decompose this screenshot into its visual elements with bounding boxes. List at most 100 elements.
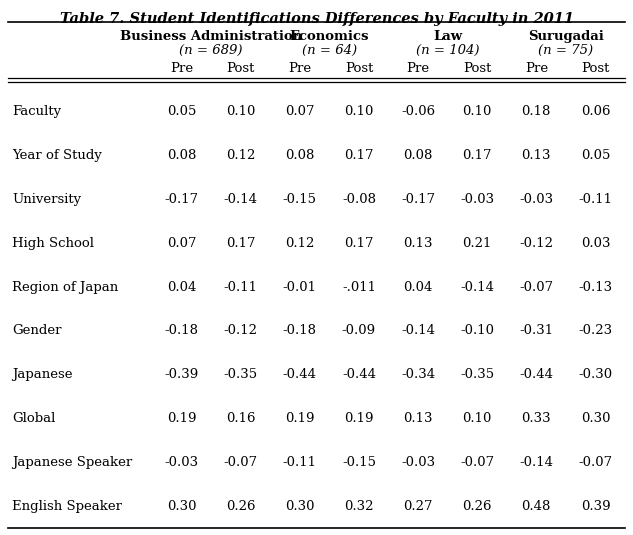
Text: -0.03: -0.03 [519, 193, 553, 206]
Text: Post: Post [463, 62, 491, 75]
Text: 0.04: 0.04 [167, 280, 196, 294]
Text: -0.35: -0.35 [223, 368, 258, 381]
Text: -0.07: -0.07 [579, 456, 613, 469]
Text: 0.04: 0.04 [403, 280, 433, 294]
Text: -0.14: -0.14 [223, 193, 258, 206]
Text: 0.16: 0.16 [226, 412, 256, 425]
Text: -0.44: -0.44 [519, 368, 553, 381]
Text: -0.11: -0.11 [223, 280, 258, 294]
Text: -0.01: -0.01 [283, 280, 316, 294]
Text: -0.17: -0.17 [401, 193, 435, 206]
Text: Pre: Pre [288, 62, 311, 75]
Text: 0.10: 0.10 [226, 105, 255, 118]
Text: Year of Study: Year of Study [12, 149, 102, 162]
Text: Global: Global [12, 412, 55, 425]
Text: -0.12: -0.12 [223, 324, 258, 338]
Text: 0.19: 0.19 [344, 412, 373, 425]
Text: 0.10: 0.10 [344, 105, 373, 118]
Text: (n = 689): (n = 689) [179, 44, 243, 57]
Text: -0.12: -0.12 [519, 237, 553, 250]
Text: 0.30: 0.30 [167, 500, 196, 513]
Text: -0.44: -0.44 [283, 368, 316, 381]
Text: -0.15: -0.15 [342, 456, 376, 469]
Text: Table 7. Student Identifications Differences by Faculty in 2011: Table 7. Student Identifications Differe… [60, 12, 573, 26]
Text: -0.44: -0.44 [342, 368, 376, 381]
Text: 0.08: 0.08 [167, 149, 196, 162]
Text: Surugadai: Surugadai [528, 30, 604, 43]
Text: Post: Post [345, 62, 373, 75]
Text: 0.39: 0.39 [580, 500, 610, 513]
Text: Pre: Pre [525, 62, 548, 75]
Text: Japanese: Japanese [12, 368, 73, 381]
Text: 0.30: 0.30 [285, 500, 315, 513]
Text: 0.26: 0.26 [226, 500, 256, 513]
Text: 0.17: 0.17 [344, 237, 373, 250]
Text: Pre: Pre [170, 62, 193, 75]
Text: -0.03: -0.03 [460, 193, 494, 206]
Text: -0.14: -0.14 [519, 456, 553, 469]
Text: Economics: Economics [290, 30, 369, 43]
Text: -0.14: -0.14 [460, 280, 494, 294]
Text: -0.30: -0.30 [579, 368, 613, 381]
Text: 0.13: 0.13 [522, 149, 551, 162]
Text: -0.03: -0.03 [401, 456, 435, 469]
Text: (n = 75): (n = 75) [538, 44, 594, 57]
Text: 0.17: 0.17 [226, 237, 256, 250]
Text: High School: High School [12, 237, 94, 250]
Text: 0.05: 0.05 [580, 149, 610, 162]
Text: -0.09: -0.09 [342, 324, 376, 338]
Text: -0.06: -0.06 [401, 105, 435, 118]
Text: -0.18: -0.18 [165, 324, 199, 338]
Text: Post: Post [581, 62, 610, 75]
Text: 0.07: 0.07 [285, 105, 315, 118]
Text: -0.31: -0.31 [519, 324, 553, 338]
Text: 0.10: 0.10 [463, 412, 492, 425]
Text: -0.35: -0.35 [460, 368, 494, 381]
Text: English Speaker: English Speaker [12, 500, 122, 513]
Text: -0.07: -0.07 [519, 280, 553, 294]
Text: Faculty: Faculty [12, 105, 61, 118]
Text: 0.13: 0.13 [403, 237, 433, 250]
Text: 0.18: 0.18 [522, 105, 551, 118]
Text: 0.19: 0.19 [167, 412, 196, 425]
Text: 0.30: 0.30 [580, 412, 610, 425]
Text: 0.32: 0.32 [344, 500, 373, 513]
Text: Post: Post [227, 62, 255, 75]
Text: 0.05: 0.05 [167, 105, 196, 118]
Text: 0.08: 0.08 [285, 149, 315, 162]
Text: -0.13: -0.13 [579, 280, 613, 294]
Text: Business Administration: Business Administration [120, 30, 302, 43]
Text: 0.07: 0.07 [167, 237, 196, 250]
Text: -0.11: -0.11 [579, 193, 613, 206]
Text: -0.17: -0.17 [165, 193, 199, 206]
Text: -0.08: -0.08 [342, 193, 376, 206]
Text: Law: Law [433, 30, 462, 43]
Text: -0.10: -0.10 [460, 324, 494, 338]
Text: University: University [12, 193, 81, 206]
Text: -0.18: -0.18 [283, 324, 316, 338]
Text: 0.03: 0.03 [580, 237, 610, 250]
Text: -.011: -.011 [342, 280, 376, 294]
Text: 0.06: 0.06 [580, 105, 610, 118]
Text: 0.10: 0.10 [463, 105, 492, 118]
Text: -0.23: -0.23 [579, 324, 613, 338]
Text: 0.48: 0.48 [522, 500, 551, 513]
Text: -0.39: -0.39 [165, 368, 199, 381]
Text: -0.07: -0.07 [460, 456, 494, 469]
Text: -0.03: -0.03 [165, 456, 199, 469]
Text: 0.17: 0.17 [463, 149, 492, 162]
Text: -0.14: -0.14 [401, 324, 435, 338]
Text: -0.15: -0.15 [283, 193, 316, 206]
Text: 0.12: 0.12 [226, 149, 255, 162]
Text: 0.13: 0.13 [403, 412, 433, 425]
Text: 0.17: 0.17 [344, 149, 373, 162]
Text: Region of Japan: Region of Japan [12, 280, 118, 294]
Text: Pre: Pre [406, 62, 430, 75]
Text: 0.27: 0.27 [403, 500, 433, 513]
Text: Japanese Speaker: Japanese Speaker [12, 456, 132, 469]
Text: 0.26: 0.26 [463, 500, 492, 513]
Text: (n = 64): (n = 64) [302, 44, 357, 57]
Text: 0.08: 0.08 [403, 149, 433, 162]
Text: 0.33: 0.33 [522, 412, 551, 425]
Text: 0.21: 0.21 [463, 237, 492, 250]
